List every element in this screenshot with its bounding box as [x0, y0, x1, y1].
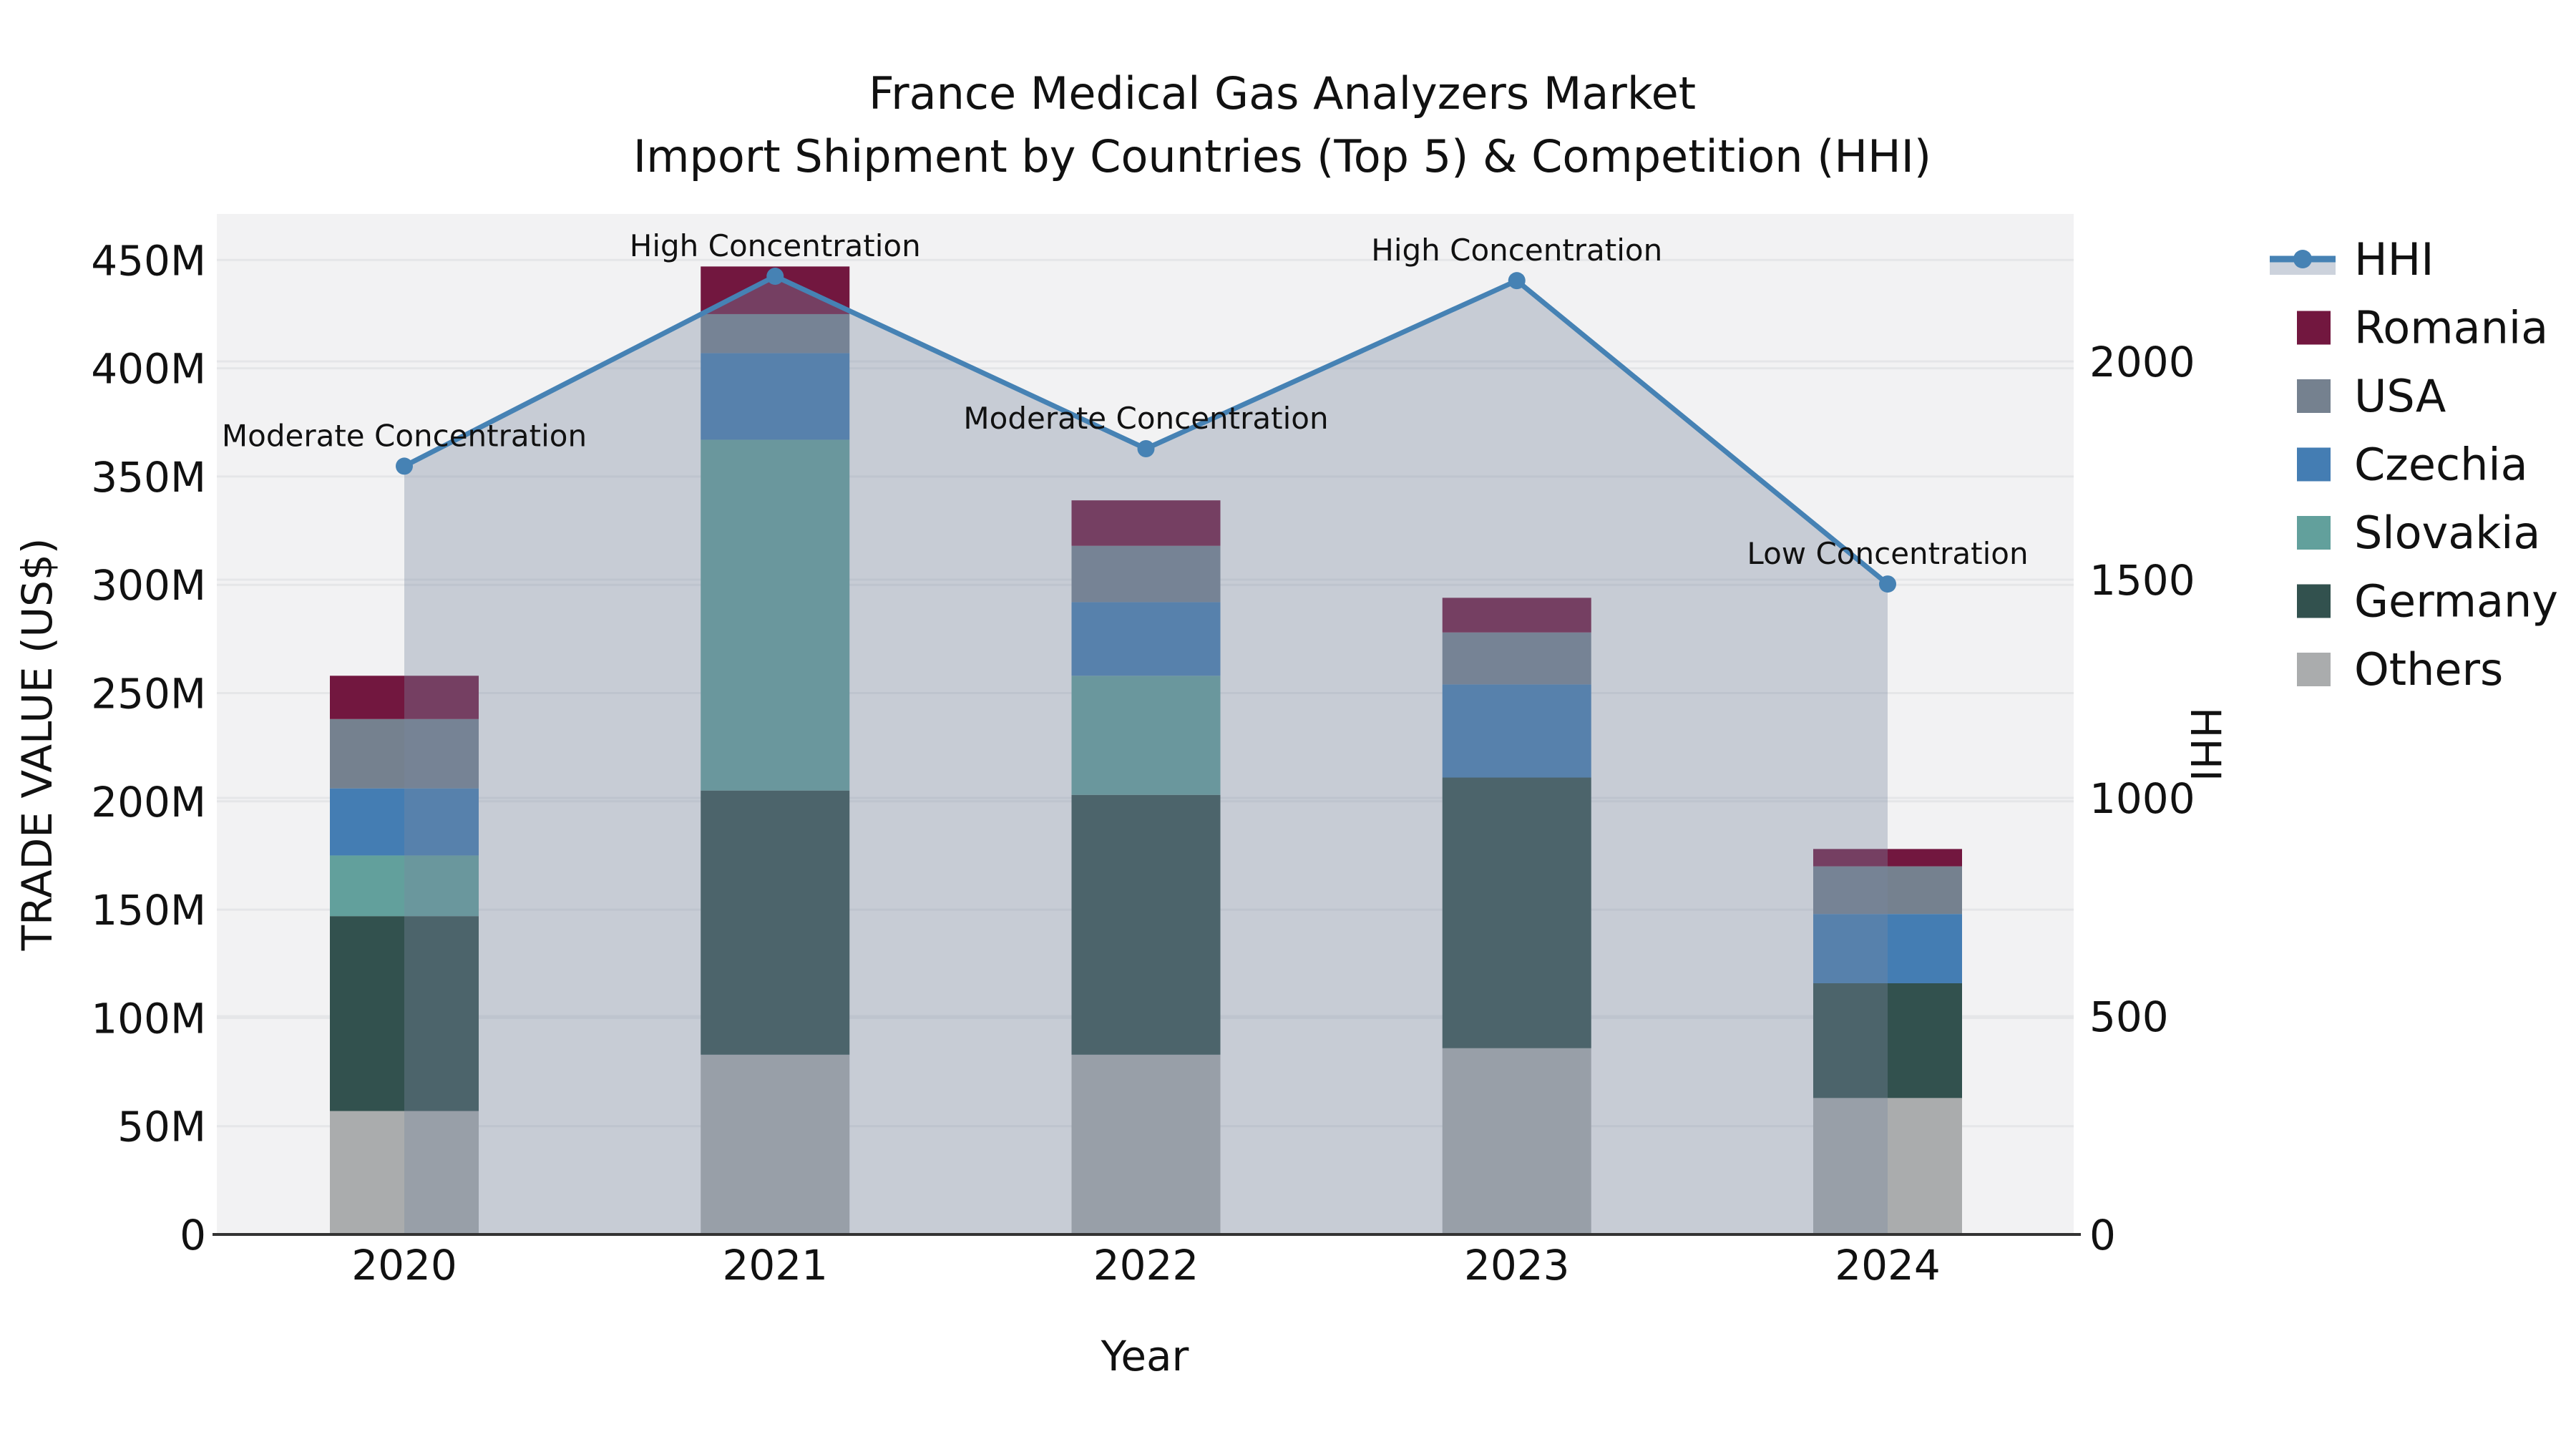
bar-segment-2021-Germany — [701, 790, 850, 1055]
annotations-layer: Moderate Concentration High Concentration… — [222, 228, 2029, 571]
stacked-bars-layer — [330, 266, 1962, 1234]
annotation-2021: High Concentration — [630, 228, 921, 263]
x-axis-title: Year — [1101, 1332, 1189, 1380]
bar-segment-2022-Czechia — [1071, 602, 1221, 676]
legend-hhi-marker — [2293, 250, 2312, 268]
bar-segment-2022-USA — [1071, 545, 1221, 603]
y-right-tick-500: 500 — [2089, 993, 2169, 1041]
legend-item-Germany: Germany — [2297, 575, 2558, 628]
legend-swatch-Germany — [2297, 584, 2331, 618]
y-left-tick-400M: 400M — [91, 345, 206, 394]
hhi-area-layer — [404, 276, 1888, 1234]
bar-segment-2020-Slovakia — [330, 855, 479, 917]
y-left-tick-450M: 450M — [91, 236, 206, 285]
y-right-tick-1500: 1500 — [2089, 556, 2195, 605]
legend-item-Slovakia: Slovakia — [2297, 507, 2540, 559]
legend-item-USA: USA — [2297, 370, 2446, 422]
bar-segment-2023-USA — [1442, 632, 1591, 685]
bar-segment-2023-Romania — [1442, 598, 1591, 633]
bar-segment-2024-USA — [1813, 866, 1962, 915]
y-left-tick-50M: 50M — [117, 1103, 206, 1151]
x-tick-2021: 2021 — [722, 1241, 828, 1290]
bar-segment-2022-Romania — [1071, 500, 1221, 546]
legend-swatch-USA — [2297, 379, 2331, 413]
legend: HHI Romania USA Czechia Slovakia Germany Other… — [2270, 233, 2558, 696]
hhi-marker-2024 — [1879, 575, 1896, 593]
hhi-marker-2021 — [766, 268, 784, 286]
x-tick-2022: 2022 — [1093, 1241, 1199, 1290]
axes-layer: 0 50M 100M 150M 200M 250M 300M 350M 400M 450M 0 500… — [91, 236, 2195, 1290]
bar-segment-2024-Romania — [1813, 849, 1962, 867]
legend-item-Czechia: Czechia — [2297, 439, 2528, 491]
bar-segment-2021-USA — [701, 313, 850, 354]
legend-label-Slovakia: Slovakia — [2354, 507, 2540, 559]
y-right-tick-1000: 1000 — [2089, 774, 2195, 823]
legend-item-Others: Others — [2297, 643, 2503, 696]
x-tick-2024: 2024 — [1835, 1241, 1941, 1290]
annotation-2023: High Concentration — [1371, 233, 1662, 268]
legend-swatch-Slovakia — [2297, 516, 2331, 550]
chart-title: France Medical Gas Analyzers Market — [869, 67, 1696, 120]
chart-subtitle: Import Shipment by Countries (Top 5) & C… — [633, 130, 1931, 182]
legend-swatch-Romania — [2297, 311, 2331, 345]
y-right-tick-0: 0 — [2089, 1211, 2116, 1259]
bar-segment-2022-Slovakia — [1071, 676, 1221, 795]
bar-segment-2024-Czechia — [1813, 914, 1962, 983]
bar-segment-2021-Slovakia — [701, 439, 850, 791]
y-right-tick-2000: 2000 — [2089, 338, 2195, 386]
bar-segment-2024-Germany — [1813, 983, 1962, 1098]
y-left-tick-150M: 150M — [91, 886, 206, 935]
legend-label-Others: Others — [2354, 643, 2503, 696]
legend-item-HHI: HHI — [2270, 233, 2434, 286]
legend-label-HHI: HHI — [2354, 233, 2434, 286]
legend-label-Romania: Romania — [2354, 302, 2548, 354]
annotation-2020: Moderate Concentration — [222, 418, 587, 453]
legend-label-Germany: Germany — [2354, 575, 2558, 628]
bar-segment-2023-Germany — [1442, 777, 1591, 1048]
x-tick-2023: 2023 — [1464, 1241, 1570, 1290]
legend-swatch-Czechia — [2297, 447, 2331, 482]
hhi-marker-2022 — [1137, 440, 1155, 457]
annotation-2024: Low Concentration — [1747, 536, 2028, 571]
y-left-tick-300M: 300M — [91, 561, 206, 610]
bar-segment-2020-Romania — [330, 676, 479, 719]
y-left-tick-250M: 250M — [91, 670, 206, 718]
bar-segment-2023-Others — [1442, 1048, 1591, 1234]
bar-segment-2022-Germany — [1071, 794, 1221, 1055]
hhi-marker-2023 — [1508, 272, 1526, 290]
bar-segment-2020-Others — [330, 1111, 479, 1234]
y-left-tick-200M: 200M — [91, 778, 206, 827]
y-right-axis-title: HHI — [2181, 707, 2230, 781]
legend-swatch-Others — [2297, 653, 2331, 686]
legend-label-Czechia: Czechia — [2354, 439, 2528, 491]
bar-segment-2020-Czechia — [330, 788, 479, 856]
bar-segment-2020-Germany — [330, 916, 479, 1111]
y-left-tick-0: 0 — [180, 1211, 206, 1259]
legend-item-Romania: Romania — [2297, 302, 2548, 354]
bar-segment-2021-Others — [701, 1054, 850, 1234]
hhi-line-layer — [396, 268, 1896, 593]
x-tick-2020: 2020 — [351, 1241, 457, 1290]
bar-segment-2020-USA — [330, 718, 479, 789]
bar-segment-2023-Czechia — [1442, 684, 1591, 778]
y-left-tick-350M: 350M — [91, 453, 206, 502]
legend-label-USA: USA — [2354, 370, 2446, 422]
bar-segment-2021-Czechia — [701, 353, 850, 440]
y-left-tick-100M: 100M — [91, 994, 206, 1043]
bar-segment-2022-Others — [1071, 1054, 1221, 1234]
annotation-2022: Moderate Concentration — [963, 401, 1328, 436]
y-left-axis-title: TRADE VALUE (US$) — [13, 538, 62, 952]
hhi-marker-2020 — [396, 457, 413, 475]
bar-segment-2024-Others — [1813, 1098, 1962, 1234]
hhi-area-fill — [404, 276, 1888, 1234]
